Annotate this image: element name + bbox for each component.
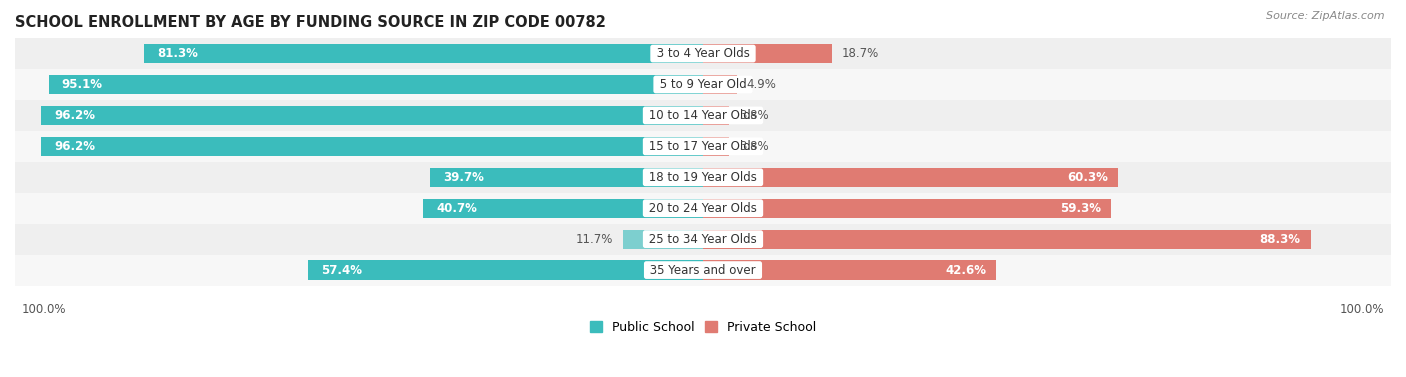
Legend: Public School, Private School: Public School, Private School bbox=[589, 321, 817, 334]
Text: 57.4%: 57.4% bbox=[321, 264, 363, 277]
Bar bbox=[703, 261, 995, 280]
Text: 4.9%: 4.9% bbox=[747, 78, 776, 91]
Bar bbox=[703, 75, 737, 94]
Text: 59.3%: 59.3% bbox=[1060, 202, 1101, 215]
Text: SCHOOL ENROLLMENT BY AGE BY FUNDING SOURCE IN ZIP CODE 00782: SCHOOL ENROLLMENT BY AGE BY FUNDING SOUR… bbox=[15, 15, 606, 30]
Bar bbox=[15, 193, 1391, 224]
Text: 5 to 9 Year Old: 5 to 9 Year Old bbox=[655, 78, 751, 91]
Text: 3.8%: 3.8% bbox=[740, 109, 769, 122]
Bar bbox=[49, 75, 703, 94]
Text: 60.3%: 60.3% bbox=[1067, 171, 1108, 184]
Text: 3.8%: 3.8% bbox=[740, 140, 769, 153]
Bar bbox=[703, 44, 832, 63]
Bar bbox=[41, 106, 703, 125]
Text: 81.3%: 81.3% bbox=[156, 47, 198, 60]
Bar bbox=[703, 199, 1111, 218]
Bar bbox=[15, 69, 1391, 100]
Bar bbox=[15, 38, 1391, 69]
Bar bbox=[15, 224, 1391, 254]
Text: 95.1%: 95.1% bbox=[62, 78, 103, 91]
Bar bbox=[41, 137, 703, 156]
Bar bbox=[15, 131, 1391, 162]
Bar bbox=[703, 168, 1118, 187]
Text: 100.0%: 100.0% bbox=[21, 303, 66, 316]
Text: 42.6%: 42.6% bbox=[945, 264, 986, 277]
Bar bbox=[308, 261, 703, 280]
Bar bbox=[703, 137, 730, 156]
Text: 18 to 19 Year Olds: 18 to 19 Year Olds bbox=[645, 171, 761, 184]
Text: 20 to 24 Year Olds: 20 to 24 Year Olds bbox=[645, 202, 761, 215]
Text: 3 to 4 Year Olds: 3 to 4 Year Olds bbox=[652, 47, 754, 60]
Text: 39.7%: 39.7% bbox=[443, 171, 484, 184]
Text: 15 to 17 Year Olds: 15 to 17 Year Olds bbox=[645, 140, 761, 153]
Bar bbox=[15, 162, 1391, 193]
Text: 96.2%: 96.2% bbox=[55, 140, 96, 153]
Bar bbox=[623, 230, 703, 249]
Bar bbox=[15, 100, 1391, 131]
Text: 96.2%: 96.2% bbox=[55, 109, 96, 122]
Bar bbox=[15, 254, 1391, 285]
Text: 10 to 14 Year Olds: 10 to 14 Year Olds bbox=[645, 109, 761, 122]
Text: Source: ZipAtlas.com: Source: ZipAtlas.com bbox=[1267, 11, 1385, 21]
Bar bbox=[703, 106, 730, 125]
Text: 35 Years and over: 35 Years and over bbox=[647, 264, 759, 277]
Bar bbox=[423, 199, 703, 218]
Bar bbox=[143, 44, 703, 63]
Bar bbox=[430, 168, 703, 187]
Text: 88.3%: 88.3% bbox=[1260, 233, 1301, 246]
Text: 25 to 34 Year Olds: 25 to 34 Year Olds bbox=[645, 233, 761, 246]
Text: 40.7%: 40.7% bbox=[436, 202, 477, 215]
Bar bbox=[703, 230, 1310, 249]
Text: 18.7%: 18.7% bbox=[841, 47, 879, 60]
Text: 100.0%: 100.0% bbox=[1340, 303, 1385, 316]
Text: 11.7%: 11.7% bbox=[575, 233, 613, 246]
